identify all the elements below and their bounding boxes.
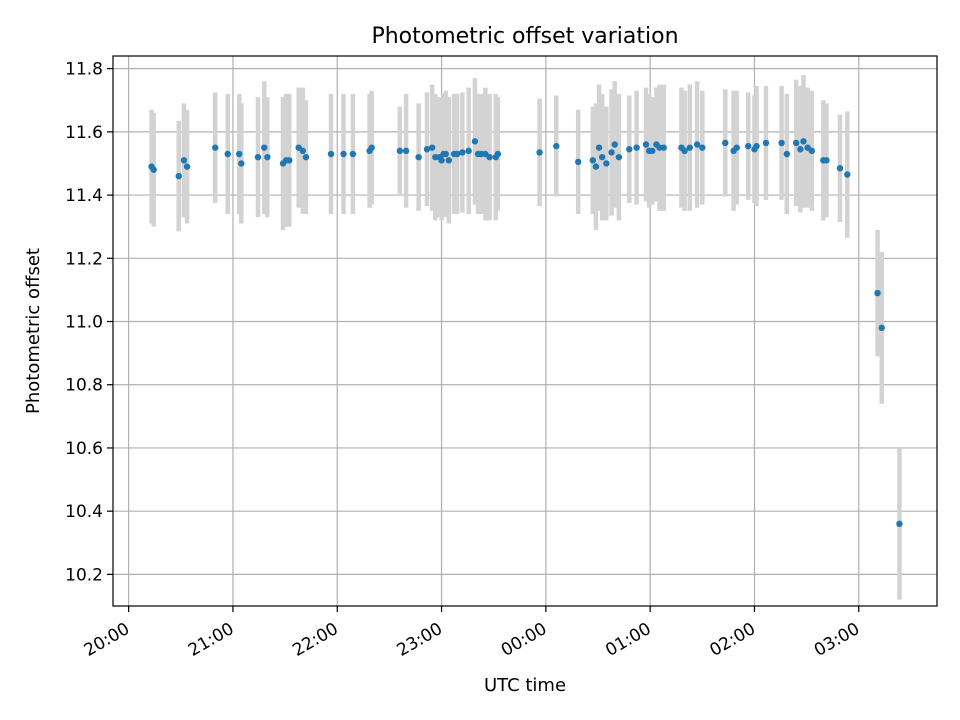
data-point xyxy=(792,139,800,147)
data-point xyxy=(722,139,729,147)
data-point xyxy=(536,149,543,156)
data-point xyxy=(486,153,493,161)
data-point xyxy=(465,147,472,155)
data-point xyxy=(699,144,706,151)
x-axis-label: UTC time xyxy=(484,675,566,696)
data-point xyxy=(733,144,740,151)
data-point xyxy=(224,150,231,158)
data-point xyxy=(459,149,466,156)
data-points xyxy=(148,138,903,528)
data-point xyxy=(836,165,844,172)
chart-title: Photometric offset variation xyxy=(371,24,678,49)
data-point xyxy=(428,144,436,151)
data-point xyxy=(264,153,271,161)
data-point xyxy=(415,153,422,161)
data-point xyxy=(402,147,410,155)
data-point xyxy=(150,166,157,173)
data-point xyxy=(553,142,560,150)
data-point xyxy=(340,150,347,158)
data-point xyxy=(592,163,600,170)
data-point xyxy=(874,289,881,297)
data-point xyxy=(778,139,785,147)
data-point xyxy=(286,157,293,164)
data-point xyxy=(595,144,603,151)
data-point xyxy=(454,150,461,158)
y-tick-label: 11.0 xyxy=(65,313,103,333)
grid-lines xyxy=(113,56,937,606)
data-point xyxy=(808,147,816,155)
data-point xyxy=(603,160,610,167)
data-point xyxy=(598,153,606,161)
data-point xyxy=(660,144,667,151)
data-point xyxy=(686,144,693,151)
data-point xyxy=(745,142,752,150)
data-point xyxy=(423,146,431,153)
data-point xyxy=(615,153,623,161)
data-point xyxy=(783,150,791,158)
data-point xyxy=(589,157,596,164)
data-point xyxy=(878,324,885,332)
y-tick-label: 10.6 xyxy=(65,439,103,459)
data-point xyxy=(649,147,656,155)
y-tick-label: 11.4 xyxy=(65,186,103,206)
y-axis-ticks: 10.2 10.4 10.6 10.8 11.0 11.2 11.4 11.6 11.8 xyxy=(65,60,113,585)
data-point xyxy=(611,141,618,148)
data-point xyxy=(396,147,404,155)
data-point xyxy=(175,172,182,180)
data-point xyxy=(327,150,335,158)
data-point xyxy=(626,146,633,153)
data-point xyxy=(633,144,640,151)
data-point xyxy=(238,160,245,167)
data-point xyxy=(800,138,807,145)
data-point xyxy=(753,142,760,150)
data-point xyxy=(896,520,903,528)
data-point xyxy=(471,138,479,145)
data-point xyxy=(349,150,357,158)
data-point xyxy=(494,150,502,158)
y-tick-label: 10.4 xyxy=(65,502,103,522)
data-point xyxy=(368,144,375,151)
data-point xyxy=(438,157,445,164)
data-point xyxy=(823,157,830,164)
plot-frame xyxy=(112,55,938,607)
data-point xyxy=(442,150,449,158)
data-point xyxy=(844,171,851,178)
data-point xyxy=(608,149,615,156)
data-point xyxy=(261,144,268,151)
y-tick-label: 11.8 xyxy=(65,60,103,80)
data-point xyxy=(254,153,262,161)
data-point xyxy=(302,153,310,161)
data-point xyxy=(180,157,188,164)
data-point xyxy=(693,141,701,148)
y-tick-label: 11.6 xyxy=(65,123,103,143)
y-tick-label: 10.2 xyxy=(65,565,103,585)
y-tick-label: 11.2 xyxy=(65,249,103,269)
data-point xyxy=(183,163,191,170)
data-point xyxy=(212,144,219,151)
data-point xyxy=(445,157,453,164)
data-point xyxy=(236,150,243,158)
y-tick-label: 10.8 xyxy=(65,376,103,396)
data-point xyxy=(574,158,582,166)
data-point xyxy=(299,147,307,155)
data-point xyxy=(642,141,650,148)
y-axis-label: Photometric offset xyxy=(23,248,44,414)
data-point xyxy=(797,146,804,153)
data-point xyxy=(762,139,770,147)
data-point xyxy=(681,147,688,155)
